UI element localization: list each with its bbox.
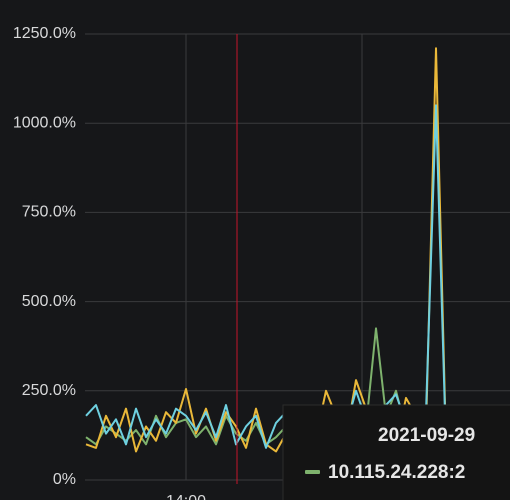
y-tick-label: 750.0% [22, 204, 76, 221]
x-tick-label: 14:00 [166, 493, 206, 500]
tooltip-title: 2021-09-29 [378, 425, 475, 446]
y-tick-label: 0% [53, 471, 76, 488]
tooltip-swatch [305, 470, 320, 474]
series-line [85, 104, 507, 453]
tooltip-box [282, 404, 510, 500]
tooltip: 2021-09-29 10.115.24.228:2 [282, 404, 510, 500]
y-tick-label: 250.0% [22, 382, 76, 399]
y-tick-label: 1250.0% [13, 25, 76, 42]
tooltip-series: 10.115.24.228:2 [328, 462, 465, 483]
y-tick-label: 1000.0% [13, 114, 76, 131]
grid: 0% 250.0% 500.0% 750.0% 1000.0% 1250.0% 14:00 [13, 25, 510, 500]
y-tick-label: 500.0% [22, 293, 76, 310]
